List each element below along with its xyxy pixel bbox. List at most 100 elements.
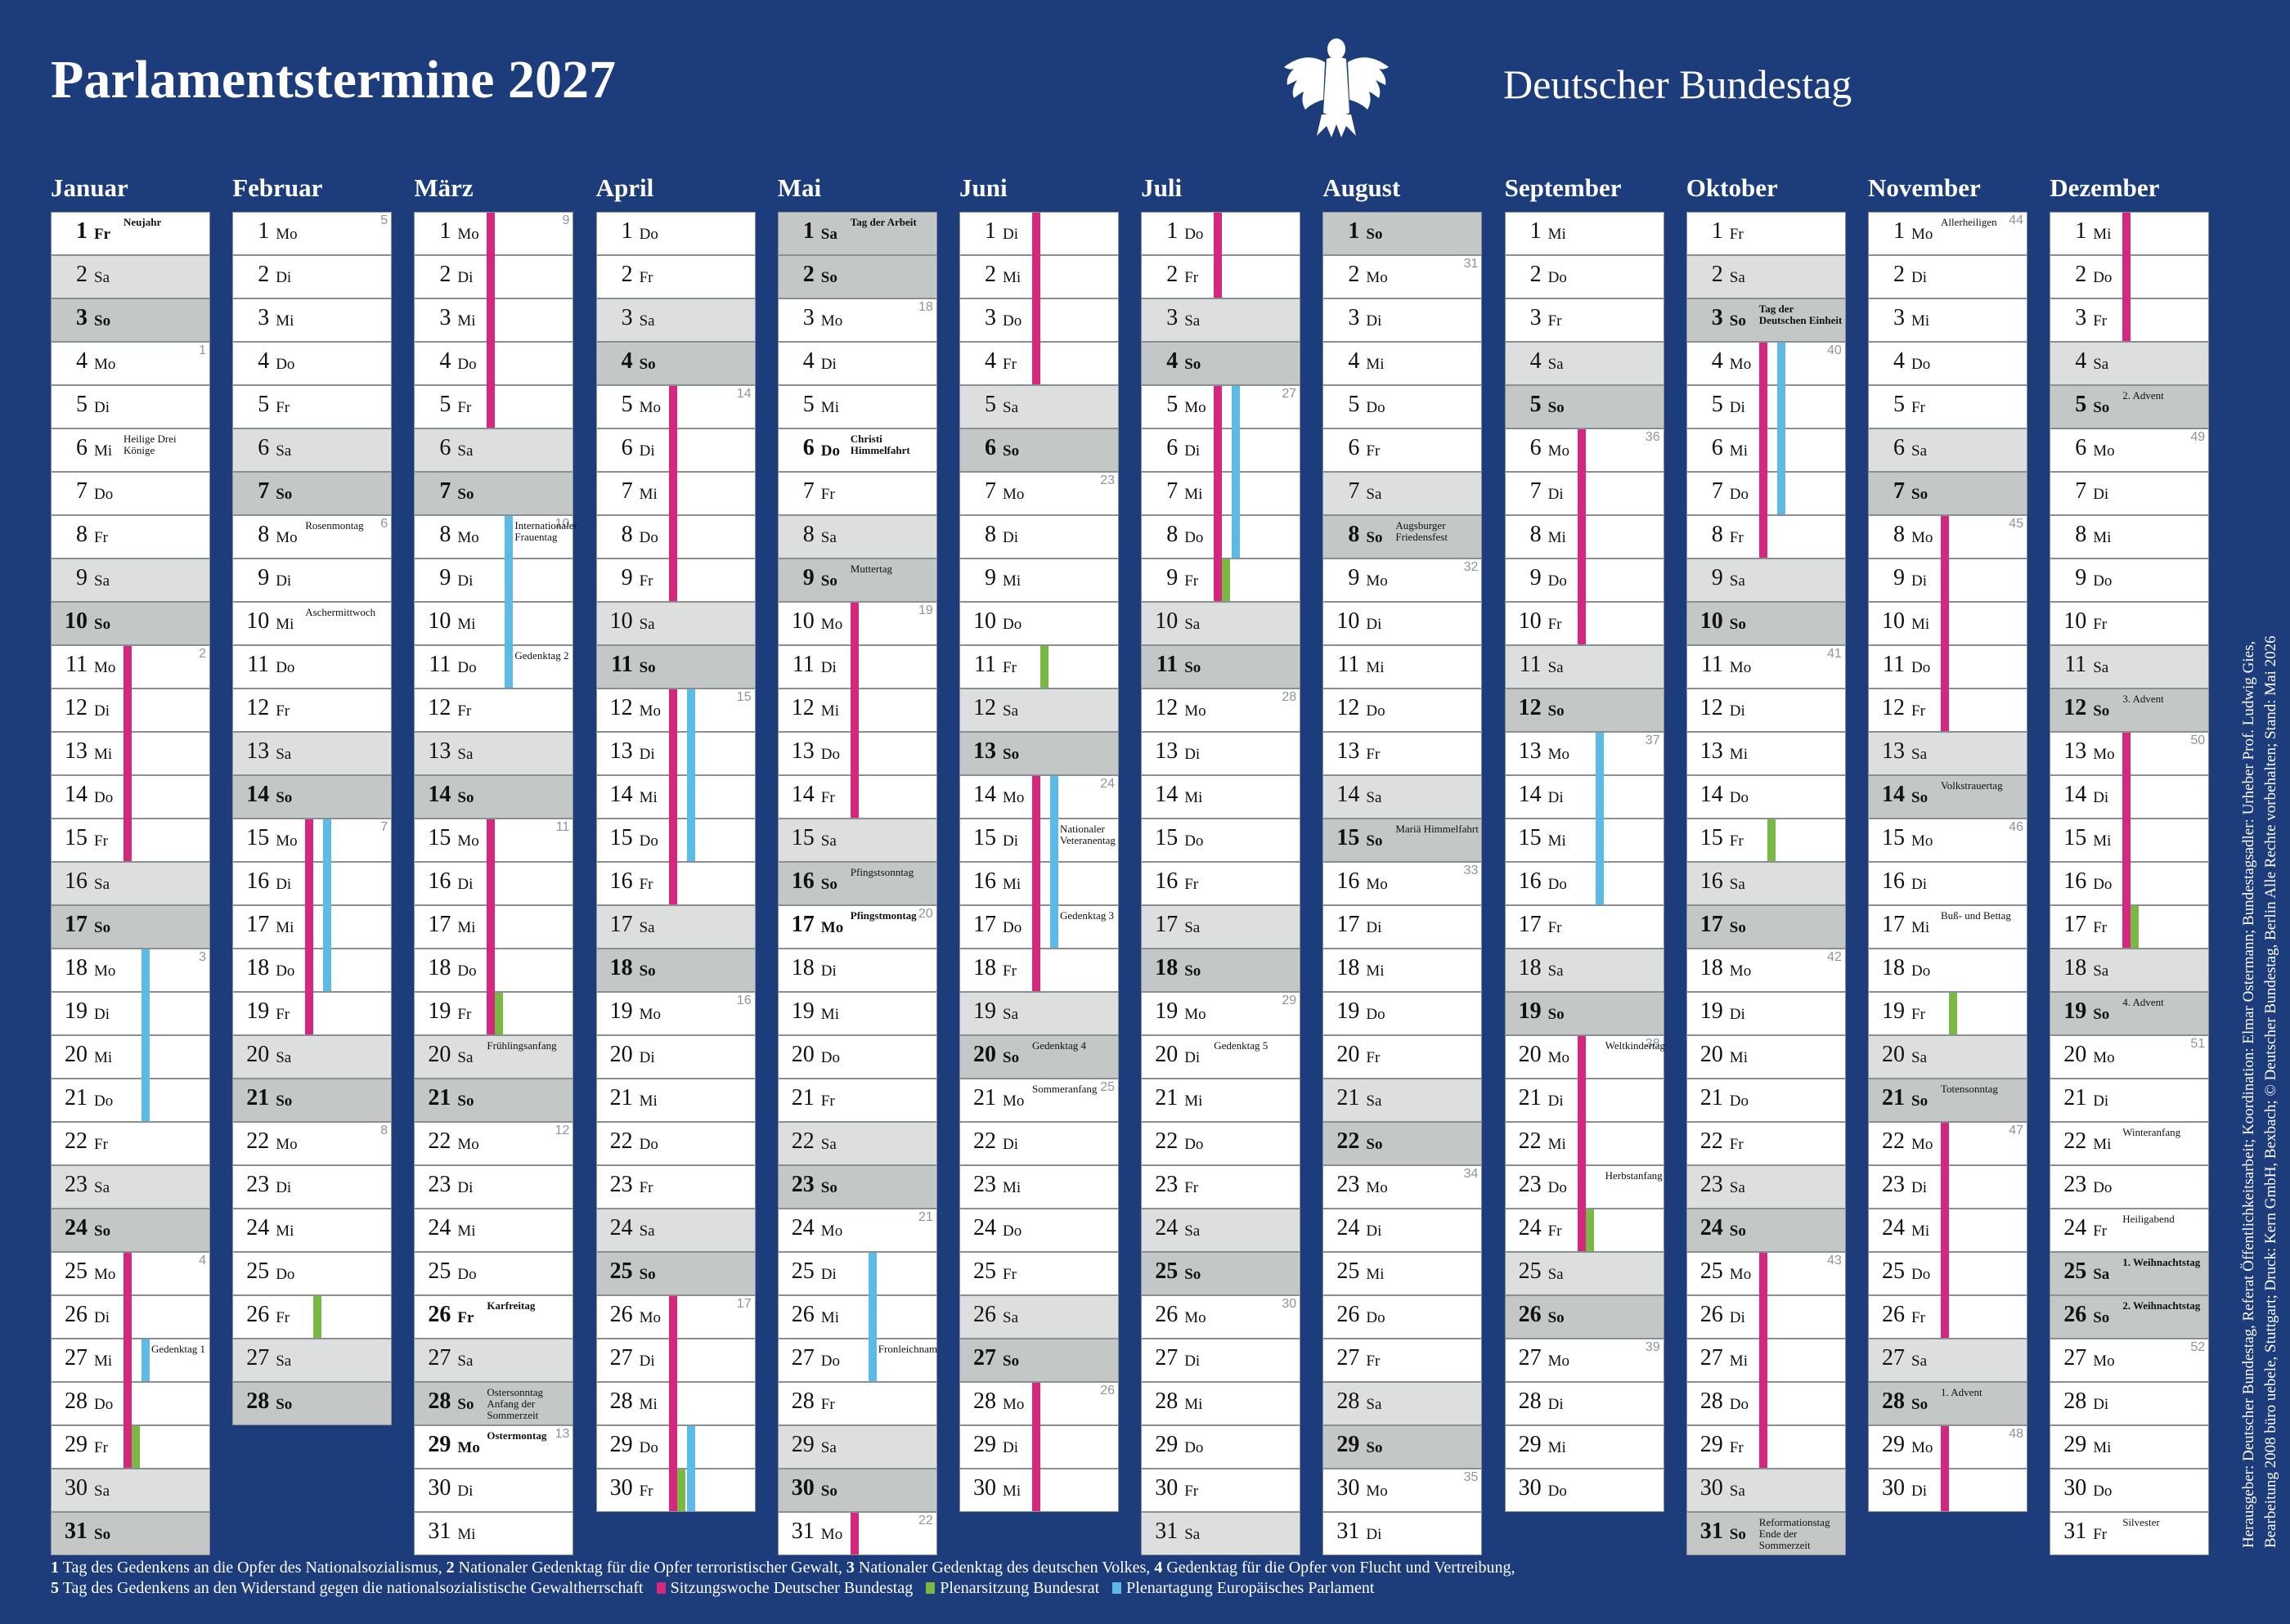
- day-number: 26: [428, 1302, 451, 1327]
- day-number: 22: [65, 1128, 88, 1154]
- day-number: 4: [2075, 348, 2087, 374]
- day-number: 7: [439, 478, 451, 504]
- weekday: Mi: [2093, 1439, 2112, 1456]
- day-number: 27: [246, 1345, 270, 1371]
- weekday: Mi: [94, 442, 113, 460]
- day-number: 19: [1518, 998, 1542, 1024]
- day-number: 17: [2063, 912, 2087, 937]
- event-bar: [1232, 386, 1241, 558]
- event-bar: [487, 819, 496, 1034]
- day-cell: 21 Do: [1686, 1079, 1846, 1122]
- day-cell: 23 Di: [232, 1165, 393, 1209]
- day-number: 13: [428, 738, 451, 764]
- weekday: Mo: [1184, 1006, 1206, 1023]
- weekday: Mo: [457, 1136, 479, 1153]
- day-cell: 15 Mo 46: [1868, 819, 2027, 862]
- day-number: 25: [609, 1258, 633, 1284]
- day-number: 25: [65, 1258, 88, 1284]
- day-number: 19: [428, 998, 451, 1024]
- weekday: Do: [820, 442, 841, 460]
- day-number: 29: [609, 1432, 633, 1457]
- day-cell: 29 Mo 13 Ostermontag: [414, 1425, 574, 1469]
- day-cell: 20 Sa: [232, 1035, 393, 1079]
- day-cell: 8 Fr: [51, 515, 210, 559]
- weekday: Sa: [1911, 746, 1927, 763]
- weekday: So: [457, 1396, 474, 1413]
- day-cell: 3 Fr: [1504, 298, 1664, 342]
- day-number: 11: [974, 652, 996, 677]
- weekday: Mo: [1003, 1092, 1025, 1110]
- weekday: Di: [276, 572, 292, 590]
- weekday: Do: [276, 659, 295, 676]
- day-number: 10: [1336, 608, 1360, 634]
- day-cell: 15 Do: [1141, 819, 1301, 862]
- day-cell: 25 Fr: [959, 1252, 1119, 1295]
- weekday: So: [276, 789, 293, 806]
- day-number: 31: [428, 1519, 451, 1544]
- day-number: 14: [1882, 782, 1905, 807]
- day-cell: 11 Fr: [959, 645, 1119, 689]
- week-number: 32: [1463, 560, 1479, 574]
- day-number: 29: [428, 1432, 451, 1457]
- day-cell: 25 Do: [232, 1252, 393, 1295]
- day-number: 9: [1711, 565, 1723, 590]
- day-number: 6: [1166, 435, 1179, 460]
- day-cell: 28 Di: [2050, 1382, 2210, 1425]
- day-number: 2: [1348, 262, 1360, 287]
- day-cell: 11 Sa: [1504, 645, 1664, 689]
- weekday: Mi: [639, 486, 658, 503]
- day-cell: 25 Do: [414, 1252, 574, 1295]
- day-note: 3. Advent: [2122, 693, 2164, 705]
- weekday: Sa: [2093, 962, 2109, 980]
- weekday: Mo: [276, 832, 298, 850]
- week-number: 1: [199, 343, 206, 357]
- weekday: Sa: [1184, 312, 1201, 330]
- day-number: 23: [791, 1172, 815, 1197]
- day-number: 21: [428, 1085, 451, 1110]
- day-number: 2: [2075, 262, 2087, 287]
- weekday: Sa: [1003, 399, 1018, 416]
- day-note: Gedenktag 4: [1032, 1039, 1087, 1052]
- weekday: So: [1184, 356, 1201, 373]
- day-cell: 6 So: [959, 428, 1119, 472]
- day-number: 24: [1700, 1215, 1723, 1240]
- day-number: 22: [1882, 1128, 1905, 1154]
- day-note: 1. Weihnachtstag: [2122, 1256, 2201, 1268]
- day-number: 28: [1336, 1388, 1360, 1414]
- day-number: 23: [1882, 1172, 1905, 1197]
- event-bar: [1577, 1036, 1586, 1251]
- weekday: Sa: [457, 746, 474, 763]
- weekday: Mi: [1547, 1439, 1566, 1456]
- weekday: Di: [1184, 1049, 1201, 1066]
- day-cell: 10 Di: [1322, 602, 1483, 645]
- day-number: 3: [76, 305, 88, 330]
- day-number: 27: [65, 1345, 88, 1371]
- day-number: 8: [76, 522, 88, 547]
- weekday: Mo: [1911, 1439, 1933, 1456]
- imprint-line: Herausgeber: Deutscher Bundestag, Refera…: [2240, 640, 2257, 1548]
- day-number: 27: [1882, 1345, 1905, 1371]
- day-cell: 28 So 1. Advent: [1868, 1382, 2027, 1425]
- day-note: Allerheiligen: [1941, 216, 1997, 228]
- weekday: Mi: [1366, 1266, 1385, 1283]
- day-number: 5: [985, 392, 996, 417]
- weekday: Mi: [276, 616, 294, 633]
- day-number: 10: [1155, 608, 1179, 634]
- day-number: 1: [621, 218, 633, 244]
- day-number: 2: [1529, 262, 1542, 287]
- weekday: Fr: [2093, 616, 2108, 633]
- month-name: März: [414, 173, 474, 202]
- day-number: 8: [1166, 522, 1179, 547]
- day-number: 9: [1166, 565, 1179, 590]
- day-cell: 3 Mi: [1868, 298, 2027, 342]
- day-number: 9: [1348, 565, 1360, 590]
- day-cell: 9 Sa: [1686, 559, 1846, 602]
- day-number: 14: [973, 782, 996, 807]
- day-number: 8: [1893, 522, 1905, 547]
- day-cell: 24 Di: [1322, 1209, 1483, 1252]
- day-number: 27: [2063, 1345, 2087, 1371]
- day-number: 7: [1529, 478, 1542, 504]
- day-number: 14: [428, 782, 451, 807]
- weekday: So: [1003, 746, 1020, 763]
- day-number: 15: [1882, 825, 1905, 850]
